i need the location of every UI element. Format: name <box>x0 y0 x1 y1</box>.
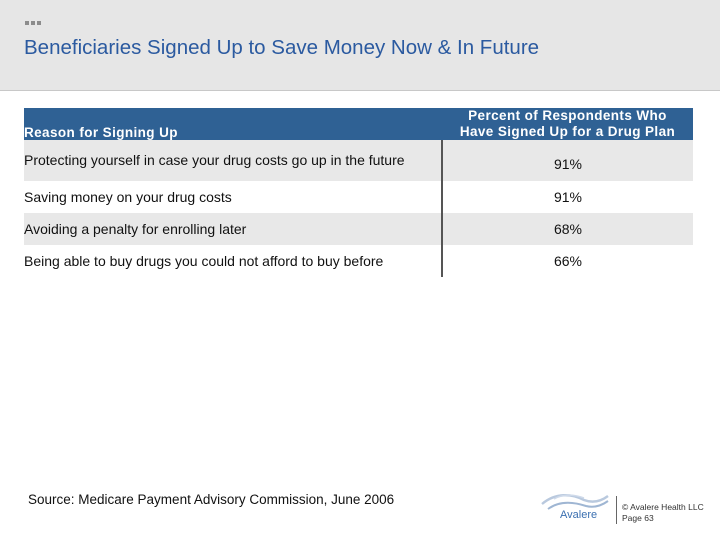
table-row: Saving money on your drug costs 91% <box>24 181 693 213</box>
percent-cell: 91% <box>553 189 583 205</box>
percent-cell: 66% <box>553 253 583 269</box>
title-decoration-dots <box>25 21 41 25</box>
header-percent-line2: Have Signed Up for a Drug Plan <box>459 124 676 139</box>
header-percent-line1: Percent of Respondents Who <box>468 108 667 123</box>
table-row: Protecting yourself in case your drug co… <box>24 140 693 181</box>
reason-cell: Saving money on your drug costs <box>24 181 443 213</box>
copyright-block: © Avalere Health LLC Page 63 <box>622 502 704 524</box>
reason-cell: Being able to buy drugs you could not af… <box>24 245 443 277</box>
table-row: Being able to buy drugs you could not af… <box>24 245 693 277</box>
table-row: Avoiding a penalty for enrolling later 6… <box>24 213 693 245</box>
logo-wordmark: Avalere <box>560 509 598 521</box>
reasons-table: Reason for Signing Up Percent of Respond… <box>24 108 693 277</box>
percent-cell: 91% <box>442 140 693 181</box>
header-percent: Percent of Respondents Who Have Signed U… <box>442 108 693 140</box>
copyright-text: © Avalere Health LLC <box>622 502 704 512</box>
source-note: Source: Medicare Payment Advisory Commis… <box>28 492 395 507</box>
header-reason: Reason for Signing Up <box>24 108 442 140</box>
reason-cell: Avoiding a penalty for enrolling later <box>24 213 443 245</box>
footer-divider <box>616 496 617 524</box>
slide-title: Beneficiaries Signed Up to Save Money No… <box>24 36 540 59</box>
slide-header: Beneficiaries Signed Up to Save Money No… <box>0 0 720 91</box>
reason-cell: Protecting yourself in case your drug co… <box>24 140 443 181</box>
percent-cell: 68% <box>442 213 693 245</box>
page-number: Page 63 <box>622 513 654 523</box>
table-header-row: Reason for Signing Up Percent of Respond… <box>24 108 693 140</box>
avalere-logo-icon <box>541 494 609 510</box>
